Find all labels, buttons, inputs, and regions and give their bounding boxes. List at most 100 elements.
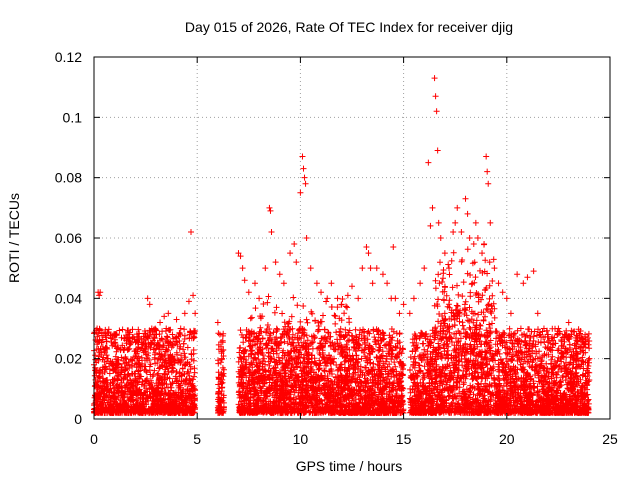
data-point	[464, 210, 471, 217]
data-point	[390, 244, 397, 251]
y-tick-label: 0.02	[55, 351, 82, 367]
data-point	[169, 331, 176, 338]
data-point	[355, 295, 362, 302]
data-point	[586, 355, 593, 362]
chart-title: Day 015 of 2026, Rate Of TEC Index for r…	[185, 19, 513, 35]
data-point	[98, 349, 105, 356]
data-point	[181, 310, 188, 317]
data-point	[483, 153, 490, 160]
data-point	[427, 222, 434, 229]
data-point	[491, 265, 498, 272]
data-point	[462, 195, 469, 202]
data-point	[192, 310, 199, 317]
data-point	[481, 241, 488, 248]
data-point	[237, 253, 244, 260]
data-point	[235, 250, 242, 257]
data-point	[417, 280, 424, 287]
data-point	[466, 235, 473, 241]
data-point	[165, 310, 172, 317]
data-point	[111, 385, 118, 392]
data-point	[256, 295, 263, 302]
data-point	[421, 265, 428, 272]
data-point	[344, 292, 351, 299]
data-point	[503, 295, 510, 302]
data-point	[334, 295, 341, 302]
data-point	[280, 280, 287, 287]
data-point	[479, 250, 486, 257]
data-point	[514, 271, 521, 278]
x-tick-label: 20	[499, 431, 515, 447]
data-point	[359, 265, 366, 272]
data-point	[472, 219, 479, 226]
data-point	[565, 319, 572, 326]
data-point	[157, 319, 164, 326]
data-point	[121, 367, 128, 374]
data-point	[452, 219, 459, 226]
data-point	[474, 235, 481, 241]
data-point	[534, 310, 541, 317]
data-point	[300, 165, 307, 172]
x-axis-label: GPS time / hours	[296, 458, 403, 474]
y-tick-label: 0.08	[55, 170, 82, 186]
data-point	[144, 295, 151, 302]
data-point	[318, 289, 325, 296]
data-point	[540, 325, 547, 332]
data-point	[379, 271, 386, 278]
data-point	[272, 259, 279, 266]
data-point	[485, 180, 492, 187]
data-point	[239, 265, 246, 272]
data-point	[520, 280, 527, 287]
data-point	[218, 355, 225, 362]
data-point	[441, 250, 448, 257]
data-point	[328, 280, 335, 287]
x-tick-label: 25	[602, 431, 618, 447]
data-point	[188, 228, 195, 235]
data-point	[369, 280, 376, 287]
data-point	[392, 295, 399, 302]
data-point	[450, 228, 457, 235]
data-point	[365, 250, 372, 257]
x-tick-label: 0	[90, 431, 98, 447]
data-point	[148, 325, 155, 332]
data-point	[406, 310, 413, 317]
data-point	[396, 310, 403, 317]
data-point	[96, 292, 103, 299]
data-point	[216, 331, 223, 338]
data-point	[454, 204, 461, 211]
data-point	[400, 301, 407, 308]
data-point	[107, 379, 114, 386]
data-point	[287, 250, 294, 257]
grid-lines	[94, 57, 610, 419]
data-point	[429, 204, 436, 211]
data-point	[545, 331, 552, 338]
data-point	[251, 280, 258, 287]
x-tick-label: 5	[193, 431, 201, 447]
data-point	[214, 319, 221, 326]
data-point	[433, 108, 440, 115]
data-point	[97, 289, 104, 296]
data-point	[245, 289, 252, 296]
data-point	[146, 301, 153, 308]
data-point	[103, 391, 110, 398]
data-point	[266, 204, 273, 211]
data-point	[373, 265, 380, 272]
data-point	[152, 331, 159, 338]
data-point	[173, 316, 180, 323]
y-tick-label: 0.04	[55, 290, 82, 306]
data-point	[268, 228, 275, 235]
data-point	[561, 331, 568, 338]
data-point	[99, 370, 106, 377]
data-point	[582, 349, 589, 356]
data-point	[301, 174, 308, 181]
data-point	[262, 265, 269, 272]
data-point	[367, 265, 374, 272]
x-tick-label: 10	[293, 431, 309, 447]
data-point	[128, 379, 135, 386]
data-point	[434, 147, 441, 154]
data-point	[384, 280, 391, 287]
data-point	[132, 370, 139, 377]
data-point	[190, 292, 197, 299]
data-point	[163, 325, 170, 332]
data-point	[303, 235, 310, 241]
